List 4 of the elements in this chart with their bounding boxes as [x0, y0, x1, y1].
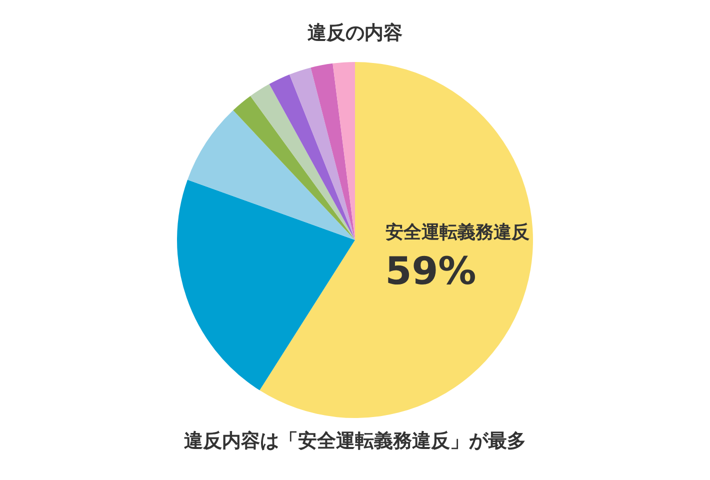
data-label: 59% [385, 249, 476, 293]
text: 違反内容は「安全運転義務違反」が最多 [183, 429, 527, 454]
slice-label: 安全運転義務違反 [385, 222, 530, 243]
chart-title: 違反の内容 [306, 21, 404, 46]
